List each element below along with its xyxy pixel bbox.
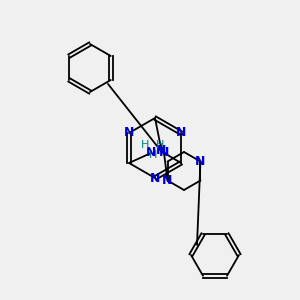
Text: H: H (141, 140, 149, 150)
Text: N: N (150, 172, 160, 184)
Text: N: N (176, 127, 186, 140)
Text: N: N (124, 127, 134, 140)
Text: H: H (156, 140, 164, 150)
Text: N: N (195, 155, 206, 168)
Text: H: H (149, 150, 157, 160)
Text: N: N (156, 145, 166, 158)
Text: N: N (146, 146, 156, 160)
Text: N: N (159, 146, 169, 160)
Text: N: N (162, 174, 173, 187)
